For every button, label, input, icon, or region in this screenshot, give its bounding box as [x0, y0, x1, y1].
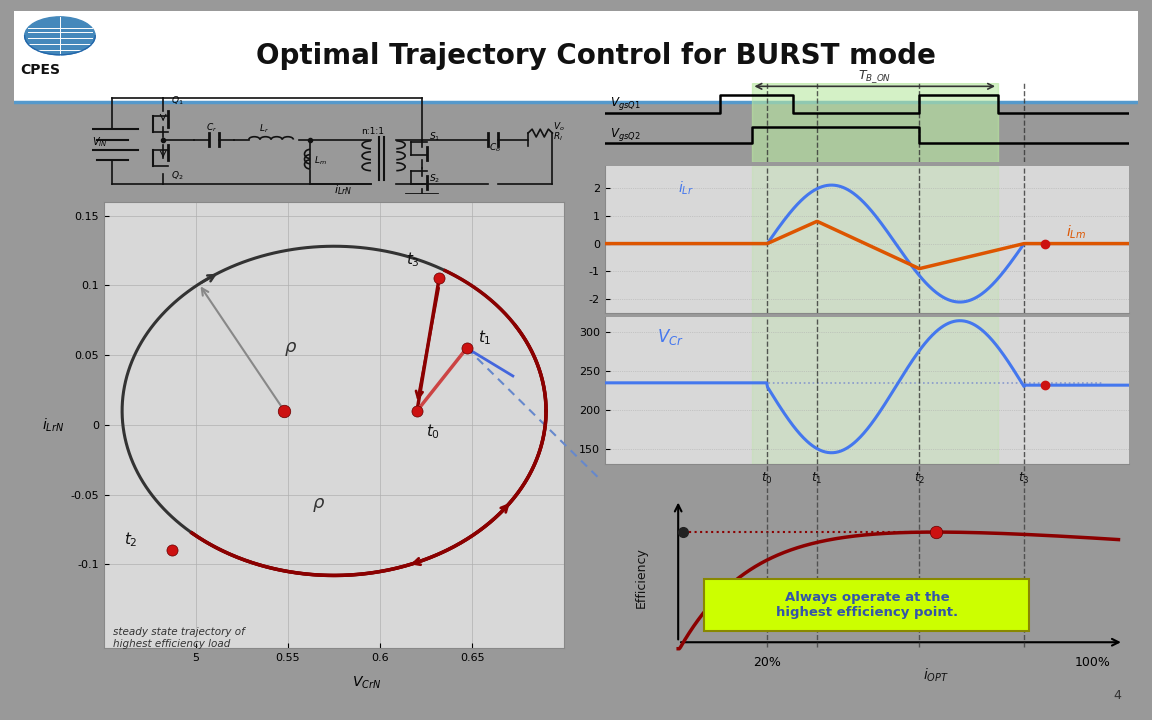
Text: $t_1$: $t_1$ — [811, 472, 823, 486]
Text: $Q_1$: $Q_1$ — [170, 94, 183, 107]
Text: $t_0$: $t_0$ — [761, 472, 773, 486]
FancyBboxPatch shape — [704, 579, 1030, 631]
Text: $i_{LrN}$: $i_{LrN}$ — [334, 184, 353, 197]
Text: 20%: 20% — [753, 657, 781, 670]
Text: $i_{Lm}$: $i_{Lm}$ — [1066, 223, 1086, 241]
Text: $t_1$: $t_1$ — [478, 328, 492, 347]
Text: $S_2$: $S_2$ — [430, 172, 440, 185]
Text: steady state trajectory of
highest efficiency load: steady state trajectory of highest effic… — [113, 627, 244, 649]
Text: $t_3$: $t_3$ — [406, 251, 419, 269]
Text: $t_0$: $t_0$ — [426, 422, 440, 441]
Text: CPES: CPES — [21, 63, 61, 77]
Bar — [751, 317, 998, 464]
Bar — [751, 83, 998, 162]
Text: $C_o$: $C_o$ — [488, 141, 500, 153]
Text: $V_{Cr}$: $V_{Cr}$ — [658, 327, 684, 347]
Text: 100%: 100% — [1075, 657, 1111, 670]
Text: $L_r$: $L_r$ — [259, 122, 270, 135]
Text: $T_{B\_ON}$: $T_{B\_ON}$ — [858, 68, 892, 84]
Text: $i_{OPT}$: $i_{OPT}$ — [924, 667, 949, 684]
Text: Efficiency: Efficiency — [635, 547, 647, 608]
Text: $S_1$: $S_1$ — [430, 130, 440, 143]
Text: $i_{LrN}$: $i_{LrN}$ — [41, 416, 65, 433]
Text: $V_o$: $V_o$ — [553, 120, 566, 132]
Text: $C_r$: $C_r$ — [206, 122, 218, 134]
Text: 4: 4 — [1114, 689, 1121, 702]
Text: $\rho$: $\rho$ — [312, 497, 325, 515]
Text: $V_{CrN}$: $V_{CrN}$ — [351, 675, 381, 691]
Bar — [751, 166, 998, 313]
Text: $Q_2$: $Q_2$ — [170, 170, 183, 182]
Ellipse shape — [24, 17, 96, 55]
Text: Optimal Trajectory Control for BURST mode: Optimal Trajectory Control for BURST mod… — [256, 42, 935, 70]
Text: $t_3$: $t_3$ — [1018, 472, 1030, 486]
Text: $t_2$: $t_2$ — [124, 531, 137, 549]
Text: n:1:1: n:1:1 — [361, 127, 384, 136]
Text: $L_m$: $L_m$ — [314, 154, 327, 166]
Text: $\rho$: $\rho$ — [285, 341, 297, 359]
Text: $V_{gsQ2}$: $V_{gsQ2}$ — [611, 126, 641, 143]
Text: $t_2$: $t_2$ — [914, 472, 925, 486]
Text: $V_{IN}$: $V_{IN}$ — [92, 135, 108, 149]
FancyBboxPatch shape — [14, 11, 1138, 102]
Text: Always operate at the
highest efficiency point.: Always operate at the highest efficiency… — [775, 590, 958, 618]
Text: $V_{gsQ1}$: $V_{gsQ1}$ — [611, 96, 641, 112]
Text: $R_l$: $R_l$ — [553, 130, 563, 143]
Text: $i_{Lr}$: $i_{Lr}$ — [679, 179, 694, 197]
